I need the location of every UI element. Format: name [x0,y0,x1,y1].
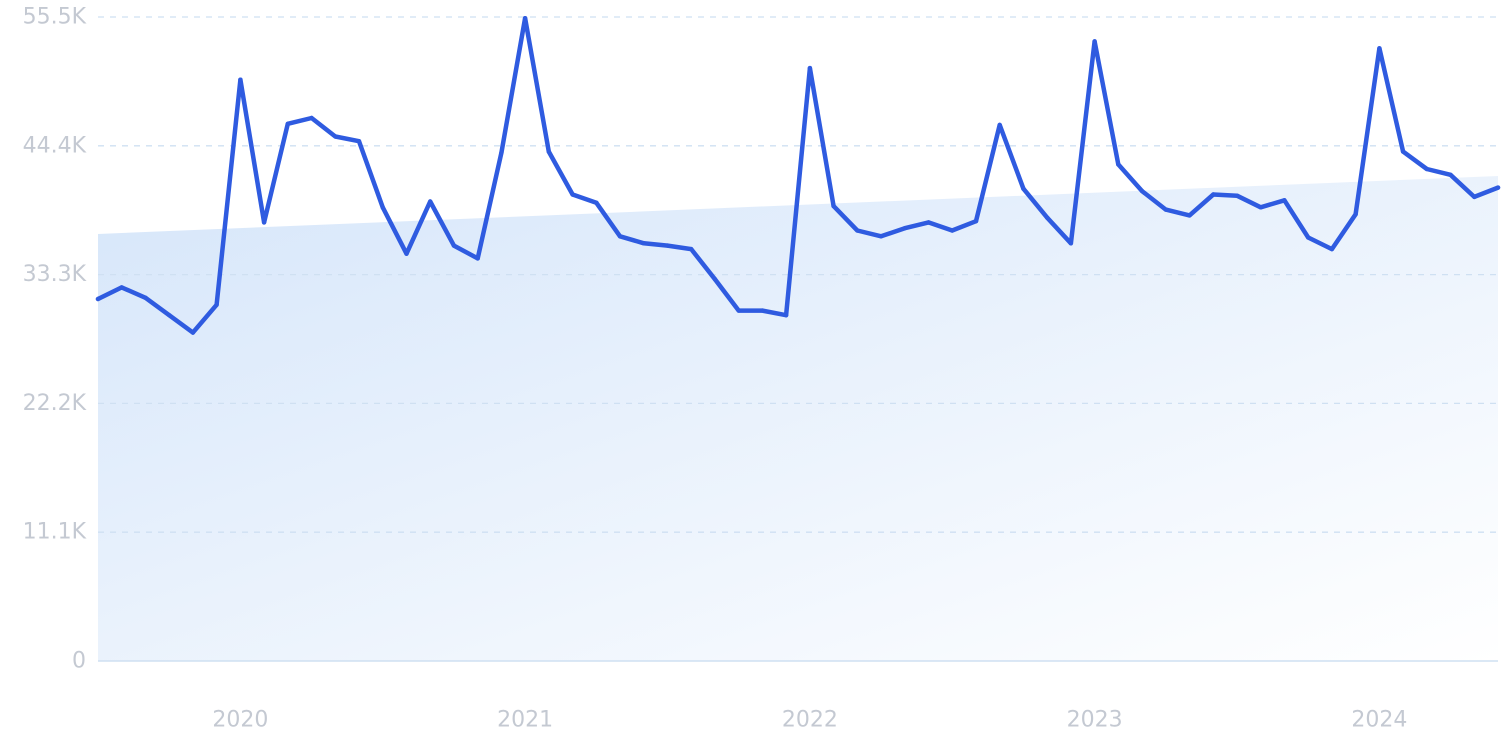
data-point [783,313,789,318]
data-point [546,149,551,154]
data-point [1139,188,1145,194]
series-line [95,15,1501,335]
data-point [1068,241,1074,246]
data-point [1234,193,1240,198]
data-point [1282,198,1287,203]
data-point [855,228,860,233]
data-point [712,277,718,282]
y-tick-label: 33.3K [23,262,87,287]
data-point [641,241,646,246]
data-point [214,302,219,307]
data-point [1306,235,1311,240]
data-point [570,192,575,197]
data-point [95,296,101,302]
trend-area-layer [98,175,1498,662]
data-point [1353,212,1358,217]
gridlines [98,16,1498,662]
data-point [594,200,599,205]
data-point [261,220,267,225]
y-tick-label: 0 [72,649,86,674]
data-point [831,203,836,209]
y-tick-label: 55.5K [23,5,87,30]
data-point [522,16,528,21]
x-tick-label: 2024 [1351,708,1407,733]
data-point [1211,192,1216,197]
data-point [143,295,148,300]
data-point [1472,194,1477,200]
data-point [285,121,290,127]
data-point [926,220,931,225]
data-point [1187,213,1192,218]
data-point [689,246,694,252]
x-tick-label: 2022 [782,708,838,733]
y-tick-label: 44.4K [23,133,87,158]
data-point [404,251,409,256]
data-point [1163,207,1169,212]
data-point [1092,39,1097,44]
y-tick-label: 11.1K [23,520,87,545]
data-point [238,77,243,82]
data-point [1045,215,1050,220]
data-point [617,234,623,239]
data-point [1424,166,1430,172]
data-point [119,285,124,290]
data-point [475,256,480,261]
data-point [760,308,765,313]
data-point [428,199,433,204]
series-layer [95,15,1501,335]
data-point [1400,149,1406,154]
y-tick-label: 22.2K [23,391,87,416]
x-axis-ticks: 2020 2021 2022 2023 2024 [212,708,1407,733]
data-point [878,234,884,239]
data-point [309,115,314,121]
data-point [1377,46,1382,51]
data-point [167,313,172,318]
data-point [736,308,741,313]
data-point [950,228,955,233]
data-point [356,139,362,144]
x-tick-label: 2021 [497,708,553,733]
data-point [1021,186,1026,191]
data-point [333,134,338,139]
data-point [380,205,385,210]
data-point [902,226,907,231]
data-point [1116,162,1121,167]
data-point [665,243,670,248]
data-point [1495,185,1501,190]
data-point [1448,172,1453,177]
trend-area [98,175,1498,662]
data-point [499,150,504,155]
x-tick-label: 2023 [1067,708,1123,733]
data-point [1258,205,1263,210]
data-point [997,122,1002,128]
data-point [807,65,813,71]
x-tick-label: 2020 [212,708,268,733]
data-point [1329,246,1335,252]
y-axis-ticks: 0 11.1K 22.2K 33.3K 44.4K 55.5K [23,5,87,674]
data-point [190,330,196,335]
data-point [451,243,457,248]
data-point [973,219,979,224]
